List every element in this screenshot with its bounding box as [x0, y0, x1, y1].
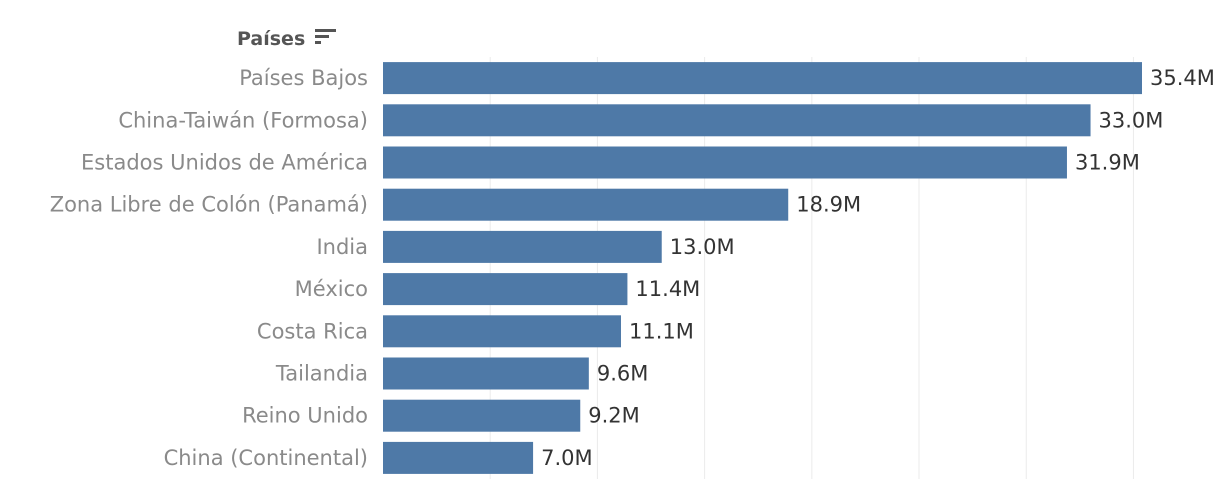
chart-header[interactable]: Países [237, 28, 336, 50]
bar[interactable] [383, 441, 534, 474]
category-label: Estados Unidos de América [81, 151, 368, 175]
category-label: India [316, 235, 368, 259]
bar[interactable] [383, 146, 1067, 179]
category-label: Países Bajos [239, 66, 368, 90]
data-label: 9.2M [588, 404, 640, 428]
data-label: 33.0M [1099, 108, 1164, 132]
bar[interactable] [383, 188, 789, 221]
data-label: 18.9M [796, 193, 861, 217]
data-label: 11.1M [629, 319, 694, 343]
bar[interactable] [383, 315, 621, 348]
data-label: 13.0M [670, 235, 735, 259]
category-label: México [295, 277, 368, 301]
bar[interactable] [383, 230, 662, 263]
bar[interactable] [383, 62, 1142, 95]
bar[interactable] [383, 399, 581, 432]
category-label: Reino Unido [242, 404, 368, 428]
data-label: 11.4M [635, 277, 700, 301]
category-label: Costa Rica [257, 319, 368, 343]
bars: Países Bajos 35.4M China-Taiwán (Formosa) 3… [50, 62, 1215, 474]
category-label: Zona Libre de Colón (Panamá) [50, 193, 368, 217]
category-label: Tailandia [275, 362, 368, 386]
sort-descending-icon[interactable] [315, 29, 336, 44]
column-header-label: Países [237, 28, 305, 50]
category-label: China (Continental) [164, 446, 368, 470]
data-label: 35.4M [1150, 66, 1215, 90]
data-label: 7.0M [541, 446, 593, 470]
bar[interactable] [383, 357, 589, 390]
data-label: 9.6M [597, 362, 649, 386]
category-label: China-Taiwán (Formosa) [118, 108, 368, 132]
bar[interactable] [383, 273, 628, 306]
bar[interactable] [383, 104, 1091, 137]
data-label: 31.9M [1075, 151, 1140, 175]
